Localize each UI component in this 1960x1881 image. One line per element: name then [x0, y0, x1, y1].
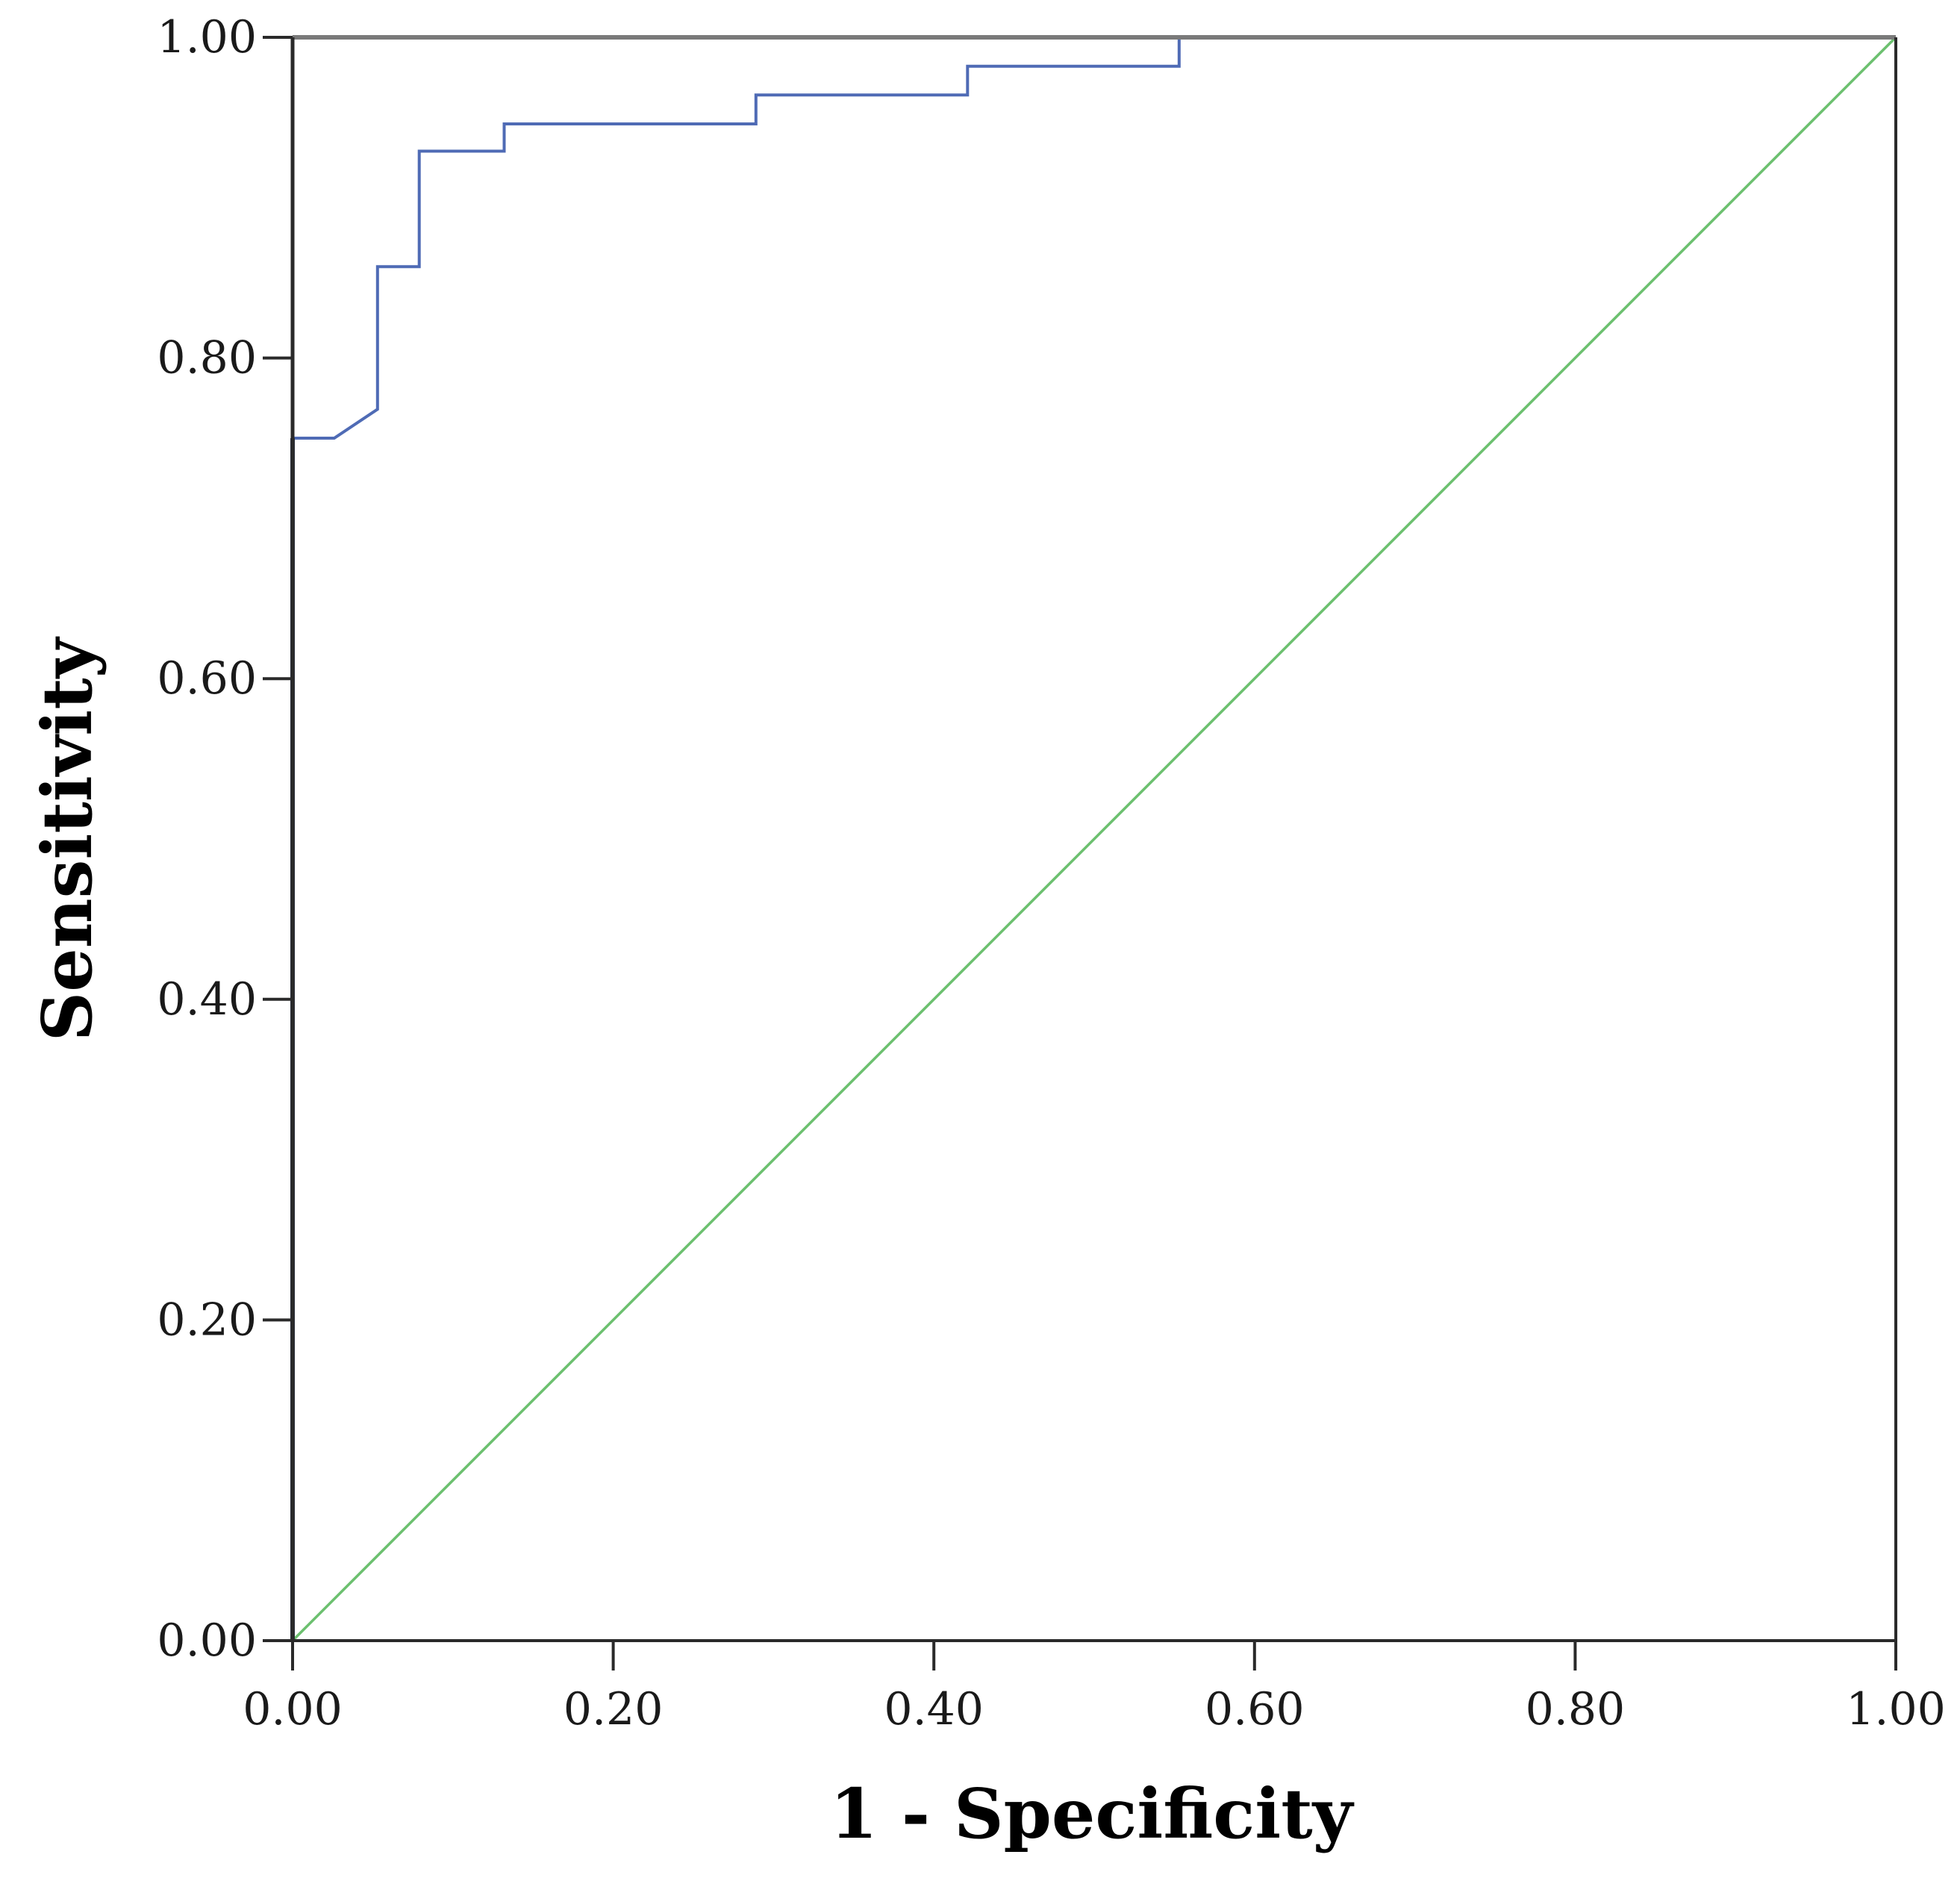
axes: 0.00 0.20 0.40 0.60 0.80 1.00 0.00 0.20 0.40 0.60… [157, 11, 1945, 1735]
y-tick-label: 0.40 [157, 973, 257, 1026]
x-tick-label: 0.20 [564, 1683, 664, 1735]
x-tick-label: 0.60 [1205, 1683, 1305, 1735]
x-tick-label: 0.00 [243, 1683, 343, 1735]
roc-curve-line [291, 36, 1896, 1641]
x-tick-label: 1.00 [1846, 1683, 1946, 1735]
x-axis-title: 1 - Specificity [830, 1774, 1355, 1854]
y-tick-label: 0.60 [157, 652, 257, 705]
y-tick-label: 0.00 [157, 1615, 257, 1667]
reference-diagonal-line [291, 36, 1897, 1642]
y-tick-label: 0.20 [157, 1294, 257, 1346]
y-axis-title: Sensitivity [27, 636, 107, 1041]
y-tick-label: 0.80 [157, 332, 257, 384]
x-tick-label: 0.80 [1526, 1683, 1626, 1735]
x-tick-label: 0.40 [884, 1683, 984, 1735]
y-tick-label: 1.00 [157, 11, 257, 63]
